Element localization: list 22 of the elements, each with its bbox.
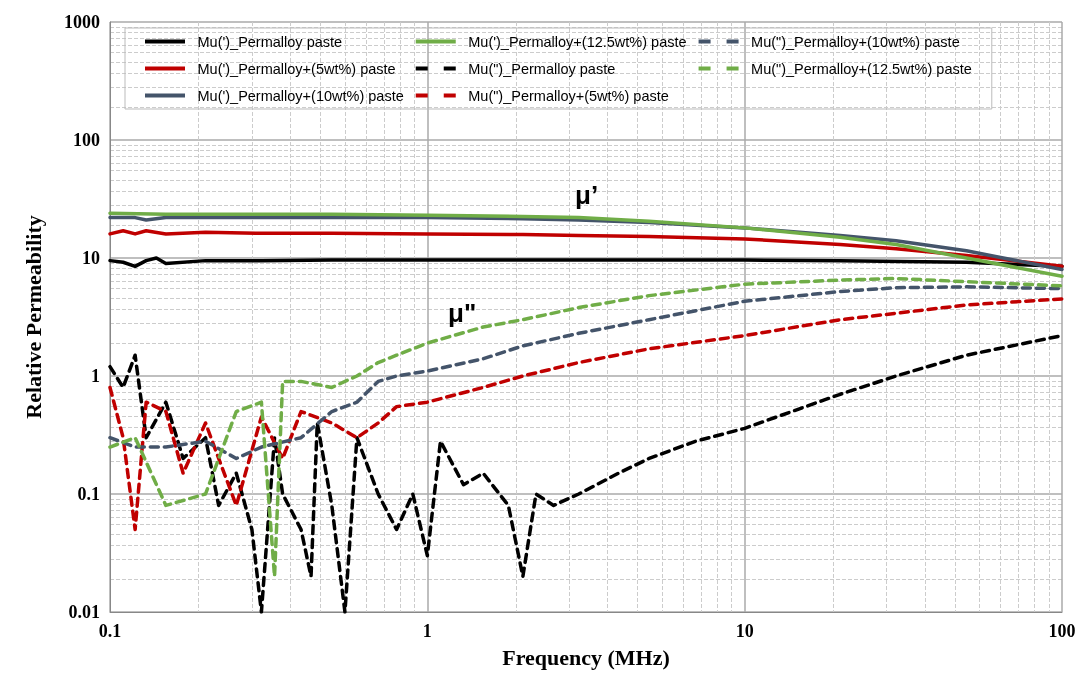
annotation: μ’ [575, 180, 599, 210]
x-axis-title: Frequency (MHz) [502, 644, 670, 670]
y-tick-label: 10 [82, 248, 100, 268]
legend-label: Mu(")_Permalloy+(12.5wt%) paste [751, 60, 972, 77]
legend-label: Mu(')_Permalloy+(10wt%) paste [197, 87, 404, 104]
y-tick-label: 0.1 [77, 484, 100, 504]
legend-label: Mu(')_Permalloy+(5wt%) paste [197, 60, 396, 77]
legend-label: Mu(')_Permalloy paste [197, 33, 343, 50]
legend-label: Mu(")_Permalloy+(10wt%) paste [751, 33, 960, 50]
annotation: μ" [448, 298, 477, 328]
legend-label: Mu(')_Permalloy+(12.5wt%) paste [468, 33, 687, 50]
y-axis-title: Relative Permeability [20, 215, 46, 419]
legend-label: Mu(")_Permalloy paste [468, 60, 616, 77]
y-tick-label: 0.01 [68, 602, 100, 622]
x-tick-label: 100 [1048, 621, 1076, 641]
x-tick-label: 1 [422, 621, 432, 641]
x-tick-label: 10 [735, 621, 754, 641]
legend-label: Mu(")_Permalloy+(5wt%) paste [468, 87, 669, 104]
y-tick-label: 1000 [64, 12, 100, 32]
x-tick-label: 0.1 [98, 621, 122, 641]
y-tick-label: 1 [91, 366, 100, 386]
y-tick-label: 100 [73, 130, 100, 150]
